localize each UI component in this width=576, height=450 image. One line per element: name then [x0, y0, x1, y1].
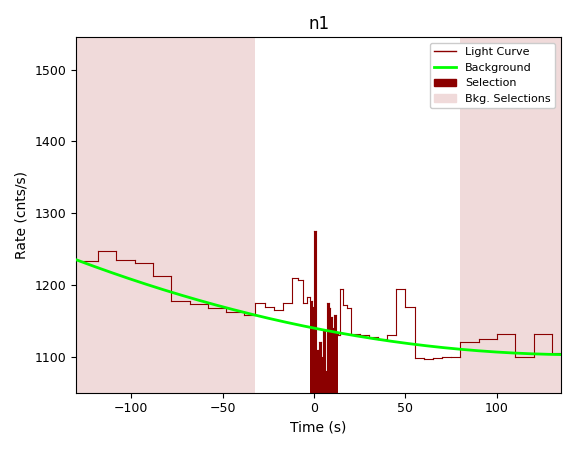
Legend: Light Curve, Background, Selection, Bkg. Selections: Light Curve, Background, Selection, Bkg.… — [430, 43, 555, 108]
X-axis label: Time (s): Time (s) — [290, 421, 347, 435]
Y-axis label: Rate (cnts/s): Rate (cnts/s) — [15, 171, 29, 259]
Title: n1: n1 — [308, 15, 329, 33]
